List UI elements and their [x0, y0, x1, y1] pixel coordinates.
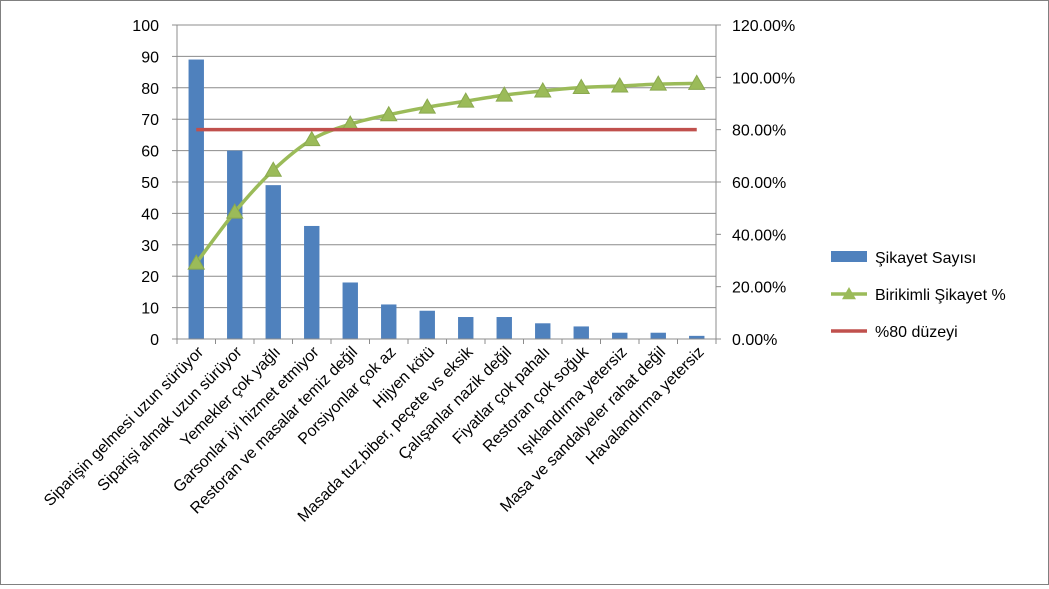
triangle-marker — [533, 81, 552, 98]
bar — [304, 225, 320, 339]
line-series — [187, 74, 706, 270]
bar — [342, 282, 358, 339]
triangle-marker — [687, 74, 706, 90]
left-tick-label: 0 — [150, 332, 159, 349]
left-tick-label: 20 — [141, 269, 159, 286]
bar — [419, 310, 435, 339]
gridlines — [177, 24, 716, 309]
triangle-marker — [225, 203, 244, 219]
bar — [381, 304, 397, 339]
left-tick-label: 100 — [132, 18, 159, 35]
right-axis-tick-labels: 0.00% 20.00% 40.00% 60.00% 80.00% 100.00% 120.… — [732, 18, 795, 349]
right-tick-label: 120.00% — [732, 18, 795, 35]
left-tick-label: 40 — [141, 206, 159, 223]
legend-swatch-bar — [831, 251, 867, 262]
right-tick-label: 80.00% — [732, 123, 786, 140]
bar — [612, 332, 628, 339]
triangle-marker — [495, 86, 514, 102]
left-tick-label: 60 — [141, 144, 159, 161]
triangle-marker — [187, 254, 206, 270]
triangle-marker — [418, 98, 437, 114]
right-tick-label: 40.00% — [732, 227, 786, 244]
triangle-marker — [610, 76, 629, 93]
right-tick-label: 0.00% — [732, 332, 777, 349]
bar — [496, 317, 512, 339]
left-tick-label: 50 — [141, 175, 159, 192]
right-tick-label: 20.00% — [732, 280, 786, 297]
left-tick-label: 30 — [141, 238, 159, 255]
bar — [535, 323, 551, 339]
triangle-marker — [456, 92, 475, 108]
legend-label: Şikayet Sayısı — [875, 250, 976, 267]
axes — [172, 24, 721, 344]
left-tick-label: 70 — [141, 112, 159, 129]
bar — [188, 59, 204, 339]
left-axis-tick-labels: 0 10 20 30 40 50 60 70 80 90 100 — [132, 18, 159, 349]
triangle-marker — [572, 78, 591, 95]
left-tick-label: 10 — [141, 301, 159, 318]
left-tick-label: 80 — [141, 81, 159, 98]
left-tick-label: 90 — [141, 49, 159, 66]
bar — [573, 326, 589, 339]
triangle-marker — [302, 130, 321, 147]
bar — [689, 335, 705, 339]
legend-label: %80 düzeyi — [875, 324, 958, 341]
bar — [227, 150, 243, 339]
right-tick-label: 100.00% — [732, 70, 795, 87]
legend: Şikayet Sayısı Birikimli Şikayet % %80 düz… — [831, 250, 1006, 341]
bar — [265, 185, 281, 339]
triangle-marker — [379, 105, 398, 122]
bar-series — [188, 59, 705, 339]
legend-triangle-marker — [842, 287, 856, 300]
triangle-marker — [264, 161, 283, 177]
bar — [458, 317, 474, 339]
triangle-marker — [649, 75, 668, 91]
legend-label: Birikimli Şikayet % — [875, 287, 1006, 304]
right-tick-label: 60.00% — [732, 175, 786, 192]
bar — [650, 332, 666, 339]
